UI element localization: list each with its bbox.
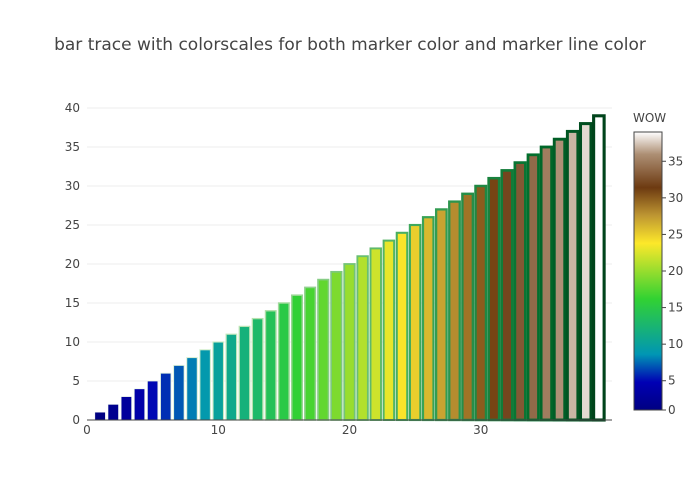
bar	[356, 255, 369, 421]
bar	[94, 411, 106, 421]
colorbar-tick-label: 20	[668, 264, 683, 278]
bar	[238, 325, 251, 421]
bar	[500, 169, 514, 422]
colorbar: WOW 0 5 10 15 20 25 30 35	[633, 111, 683, 417]
bar	[487, 176, 501, 422]
x-tick-label: 0	[83, 423, 91, 437]
colorbar-tick-label: 30	[668, 191, 683, 205]
chart-title: bar trace with colorscales for both mark…	[54, 35, 646, 55]
bar	[552, 137, 567, 422]
y-tick-label: 40	[65, 101, 80, 115]
bar	[434, 208, 448, 422]
y-tick-label: 15	[65, 296, 80, 310]
colorbar-tick-label: 25	[668, 227, 683, 241]
bar	[225, 333, 238, 421]
colorbar-tick-label: 10	[668, 337, 683, 351]
colorbar-gradient	[633, 131, 663, 411]
bar	[513, 161, 527, 422]
bar	[290, 294, 304, 421]
axes: 0 5 10 15 20 25 30 35 40 0 10 20 30	[65, 101, 612, 437]
bars	[94, 114, 606, 422]
y-tick-label: 25	[65, 218, 80, 232]
bar	[212, 341, 225, 421]
bar	[343, 263, 356, 421]
bar	[408, 223, 422, 422]
colorbar-title: WOW	[633, 111, 666, 125]
bar	[461, 192, 475, 422]
bar	[146, 380, 159, 421]
bar	[395, 231, 409, 422]
bar	[186, 357, 198, 421]
bar	[264, 310, 277, 421]
bar	[317, 278, 330, 421]
bar	[304, 286, 317, 421]
y-tick-label: 30	[65, 179, 80, 193]
y-tick-label: 20	[65, 257, 80, 271]
bar	[120, 396, 132, 421]
bar	[382, 239, 396, 422]
x-tick-label: 10	[211, 423, 226, 437]
bar	[173, 364, 185, 421]
bar	[133, 388, 146, 421]
x-tick-label: 30	[473, 423, 488, 437]
colorbar-tick-label: 35	[668, 154, 683, 168]
colorbar-tick-label: 15	[668, 301, 683, 315]
bar	[160, 372, 172, 421]
colorbar-tick-label: 0	[668, 403, 676, 417]
bar	[526, 153, 540, 422]
bar	[565, 129, 580, 422]
x-tick-label: 20	[342, 423, 357, 437]
bar	[421, 216, 435, 422]
bar	[578, 122, 593, 422]
bar	[107, 404, 119, 421]
colorbar-tick-label: 5	[668, 374, 676, 388]
y-tick-label: 0	[72, 413, 80, 427]
bar	[330, 270, 343, 421]
y-tick-label: 35	[65, 140, 80, 154]
bar	[277, 302, 290, 421]
bar	[448, 200, 461, 422]
bar	[199, 349, 211, 421]
bar	[369, 247, 382, 421]
bar	[592, 114, 606, 422]
y-tick-label: 10	[65, 335, 80, 349]
bar	[474, 184, 488, 422]
bar	[539, 145, 554, 422]
bar	[251, 317, 264, 421]
y-tick-label: 5	[72, 374, 80, 388]
